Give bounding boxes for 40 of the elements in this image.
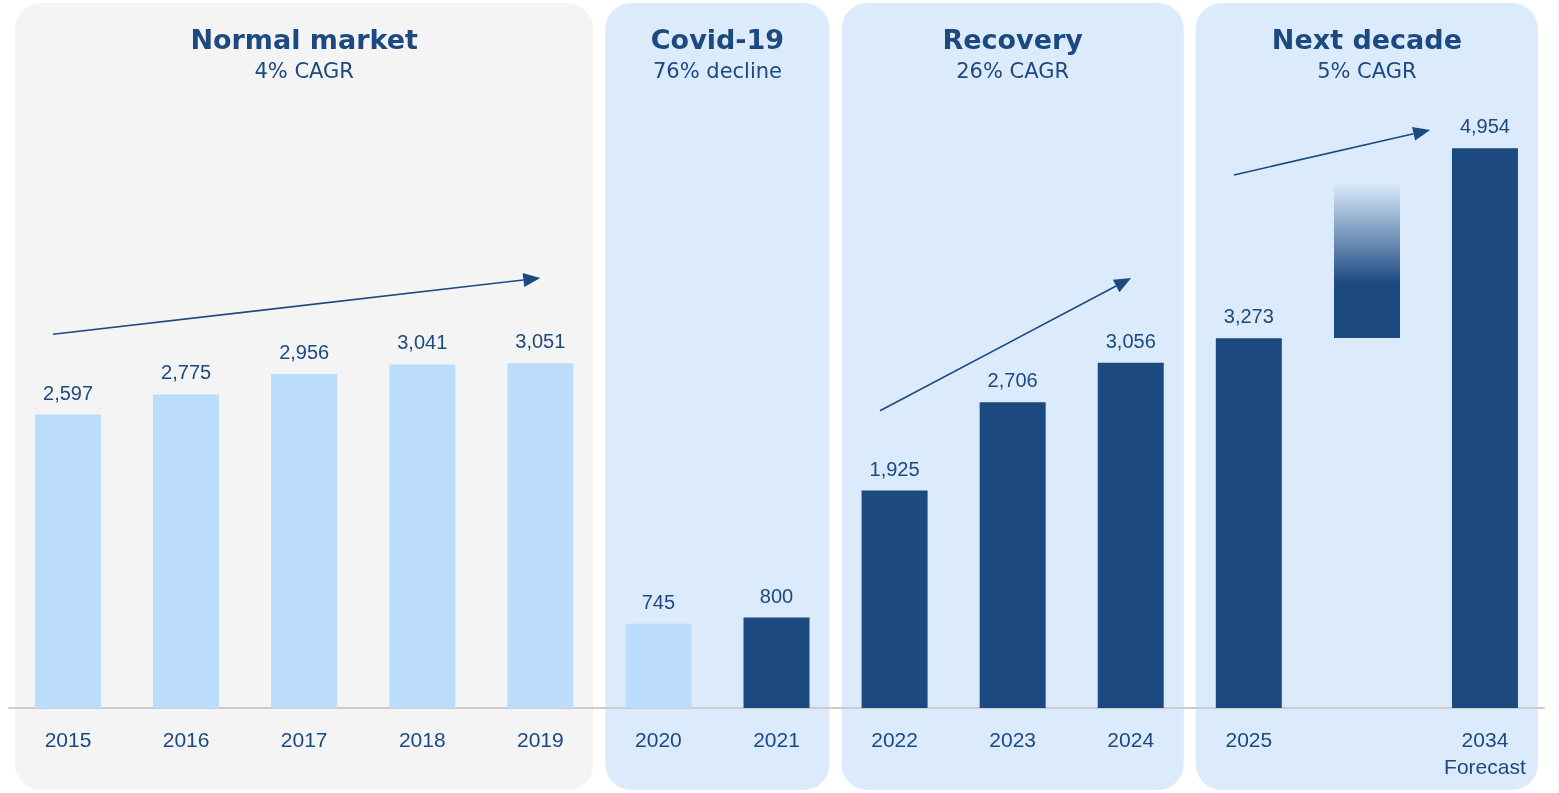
bar (35, 414, 102, 708)
data-label: 3,056 (1105, 329, 1156, 352)
x-tick-label: 2034 Forecast (1444, 728, 1526, 778)
bar (153, 394, 220, 708)
data-label: 1,925 (869, 457, 920, 480)
bar (979, 402, 1046, 708)
x-tick-label: 2022 (871, 728, 918, 751)
bar (861, 490, 928, 708)
bar (271, 374, 338, 708)
data-label: 800 (759, 584, 794, 607)
x-tick-label: 2024 (1107, 728, 1155, 751)
x-tick-label: 2021 (753, 728, 800, 751)
data-label: 2,956 (279, 341, 330, 364)
data-label: 2,597 (43, 381, 94, 404)
data-label: 3,051 (515, 330, 566, 353)
bar (507, 363, 574, 708)
data-label: 2,775 (161, 361, 212, 384)
band-label: Next decade 5% CAGR (1271, 23, 1462, 83)
bar (743, 617, 810, 708)
data-label: 3,273 (1223, 305, 1274, 328)
data-label: 3,041 (397, 331, 448, 354)
band-label: Normal market 4% CAGR (190, 23, 419, 83)
bar (1215, 338, 1282, 708)
x-tick-label: 2025 (1225, 728, 1273, 751)
bar (389, 364, 456, 708)
x-tick-label: 2020 (635, 728, 682, 751)
data-label: 745 (641, 590, 676, 613)
band-label: Recovery 26% CAGR (942, 23, 1084, 83)
x-tick-label: 2017 (280, 728, 328, 751)
data-label: 2,706 (987, 369, 1038, 392)
x-tick-label: 2023 (989, 728, 1037, 751)
data-label: 4,954 (1459, 115, 1510, 138)
band-label: Covid-19 76% decline (650, 23, 785, 83)
x-tick-label: 2015 (44, 728, 92, 751)
bar (1097, 362, 1164, 708)
x-tick-label: 2019 (516, 728, 564, 751)
x-tick-label: 2016 (162, 728, 210, 751)
x-tick-label: 2018 (398, 728, 446, 751)
bar (625, 623, 692, 708)
bar (1451, 148, 1518, 708)
